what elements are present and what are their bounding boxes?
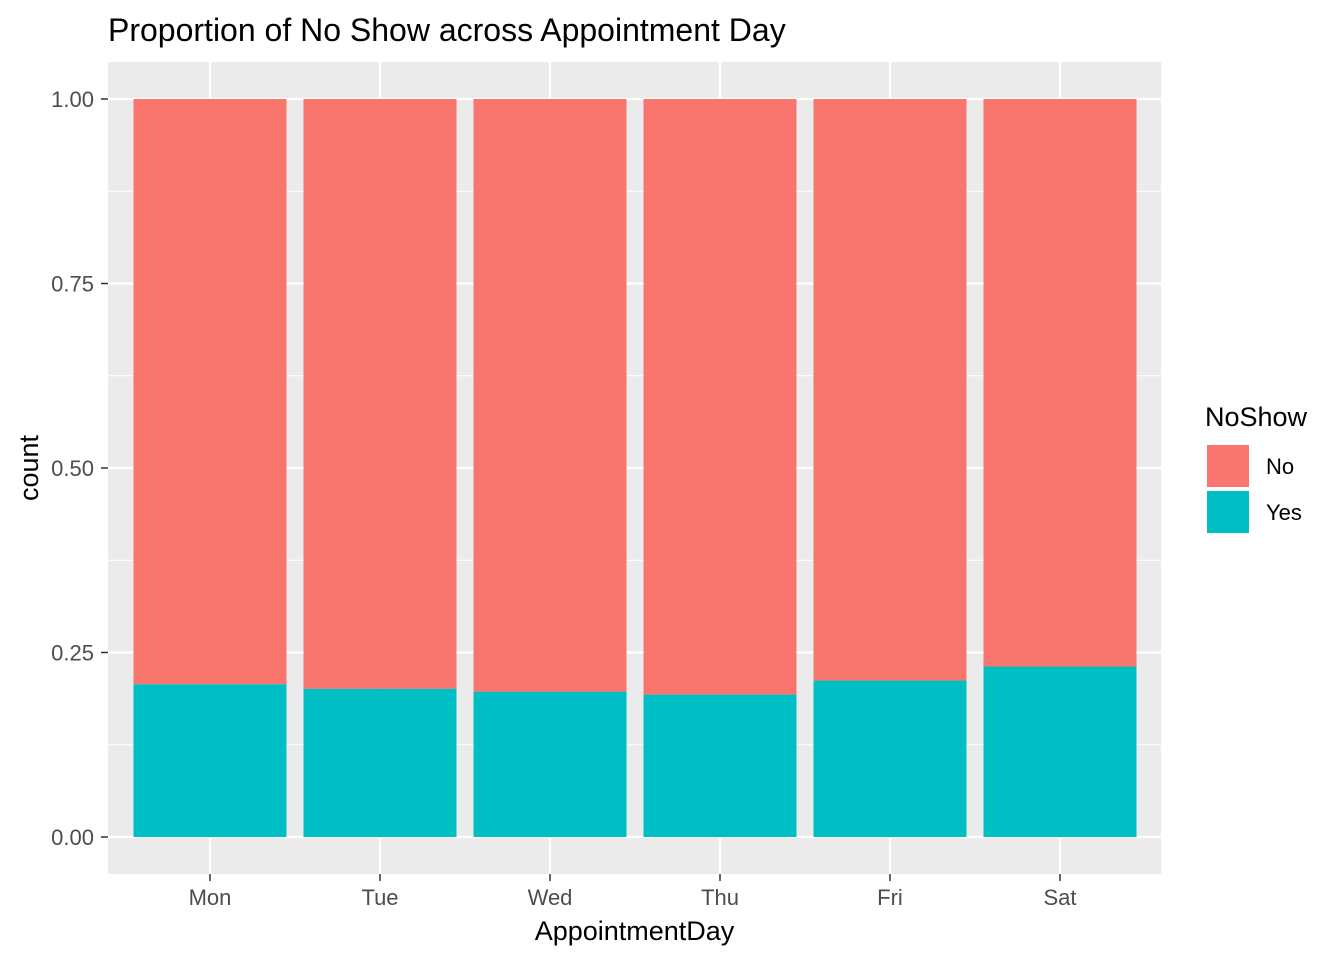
- bar-yes-mon: [133, 684, 287, 837]
- bar-no-wed: [473, 99, 627, 692]
- y-tick-label: 0.50: [51, 456, 94, 481]
- x-tick-label: Thu: [701, 885, 739, 910]
- x-tick-label: Sat: [1043, 885, 1076, 910]
- legend-key-yes: [1205, 489, 1251, 535]
- legend-title: NoShow: [1205, 402, 1308, 432]
- y-tick-label: 0.25: [51, 641, 94, 666]
- x-axis-title: AppointmentDay: [535, 916, 735, 946]
- legend-key-no: [1205, 443, 1251, 489]
- bar-no-sat: [983, 99, 1137, 667]
- y-axis-title: count: [14, 434, 44, 501]
- x-tick-label: Wed: [528, 885, 573, 910]
- bar-yes-tue: [303, 688, 457, 837]
- bar-no-thu: [643, 99, 797, 695]
- x-tick-label: Fri: [877, 885, 903, 910]
- x-axis: Mon Tue Wed Thu Fri Sat: [189, 874, 1077, 910]
- bar-yes-fri: [813, 680, 967, 837]
- x-tick-label: Mon: [189, 885, 232, 910]
- bar-no-mon: [133, 99, 287, 685]
- chart-title: Proportion of No Show across Appointment…: [108, 12, 786, 48]
- x-tick-label: Tue: [361, 885, 398, 910]
- y-axis: 0.00 0.25 0.50 0.75 1.00: [51, 87, 108, 850]
- legend: NoShow No Yes: [1205, 402, 1308, 535]
- y-tick-label: 0.00: [51, 825, 94, 850]
- legend-label-yes: Yes: [1266, 500, 1302, 525]
- y-tick-label: 1.00: [51, 87, 94, 112]
- bar-yes-wed: [473, 691, 627, 837]
- bar-no-tue: [303, 99, 457, 689]
- bar-yes-thu: [643, 694, 797, 837]
- bar-yes-sat: [983, 666, 1137, 837]
- bars: [133, 99, 1137, 837]
- y-tick-label: 0.75: [51, 272, 94, 297]
- bar-no-fri: [813, 99, 967, 681]
- legend-label-no: No: [1266, 454, 1294, 479]
